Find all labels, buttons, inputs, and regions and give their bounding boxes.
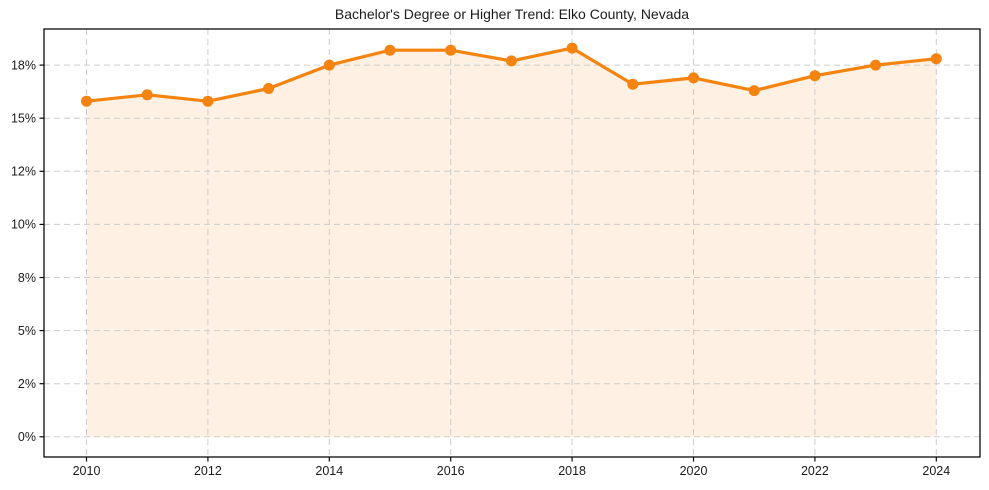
data-point-2011	[141, 89, 153, 101]
x-tick-label: 2018	[558, 464, 586, 478]
data-point-2020	[688, 72, 699, 84]
data-point-2016	[445, 44, 457, 56]
data-point-2012	[202, 95, 214, 107]
y-tick-label: 12%	[11, 165, 36, 179]
axes-layer	[39, 28, 981, 462]
data-point-2021	[748, 85, 760, 97]
x-tick-label: 2010	[73, 464, 101, 478]
y-tick-label: 10%	[11, 218, 36, 232]
y-tick-label: 2%	[18, 377, 36, 391]
y-tick-label: 15%	[11, 112, 36, 126]
x-tick-label: 2022	[801, 464, 829, 478]
tick-label-layer: 0% 2% 5% 8% 10% 12% 15% 18% 2010 2012 2014 2016 2018…	[11, 58, 950, 478]
data-point-2014	[323, 59, 335, 71]
data-point-2022	[809, 70, 821, 82]
x-tick-label: 2016	[437, 464, 465, 478]
y-tick-label: 8%	[18, 271, 36, 285]
area-fill-layer	[86, 48, 937, 437]
area-fill	[86, 48, 937, 437]
x-tick-label: 2012	[194, 464, 222, 478]
data-point-2010	[81, 95, 92, 107]
x-tick-label: 2024	[922, 464, 950, 478]
data-point-2019	[627, 78, 639, 90]
plot-border	[43, 28, 981, 458]
y-tick-label: 0%	[18, 430, 36, 444]
data-point-2023	[870, 59, 882, 71]
y-tick-label: 5%	[18, 324, 36, 338]
series-layer	[81, 42, 942, 107]
data-point-2013	[263, 83, 275, 94]
data-point-2017	[505, 55, 517, 67]
x-tick-label: 2014	[315, 464, 343, 478]
data-point-2024	[930, 53, 942, 65]
data-point-2018	[566, 42, 578, 54]
y-tick-label: 18%	[11, 58, 36, 72]
data-point-2015	[384, 44, 396, 56]
chart-title: Bachelor's Degree or Higher Trend: Elko …	[335, 6, 689, 22]
x-tick-label: 2020	[680, 464, 708, 478]
